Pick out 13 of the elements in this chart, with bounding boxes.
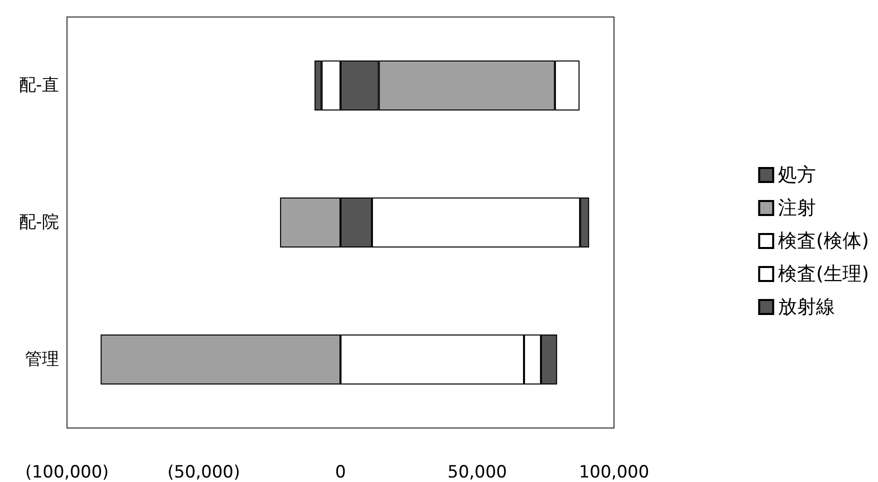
y-tick-label: 配-直 [18, 76, 59, 96]
x-tick-label: 100,000 [578, 462, 650, 482]
y-tick-label: 管理 [25, 350, 59, 370]
legend-label: 放射線 [778, 296, 836, 318]
x-tick-label: (50,000) [167, 462, 240, 482]
legend-label: 処方 [778, 164, 816, 186]
legend-label: 注射 [778, 197, 816, 219]
x-tick-label: 0 [335, 462, 346, 482]
legend-label: 検査(生理) [778, 263, 870, 285]
legend-label: 検査(検体) [778, 230, 870, 252]
x-tick-label: 50,000 [448, 462, 507, 482]
x-tick-label: (100,000) [25, 462, 109, 482]
y-tick-label: 配-院 [18, 212, 59, 232]
